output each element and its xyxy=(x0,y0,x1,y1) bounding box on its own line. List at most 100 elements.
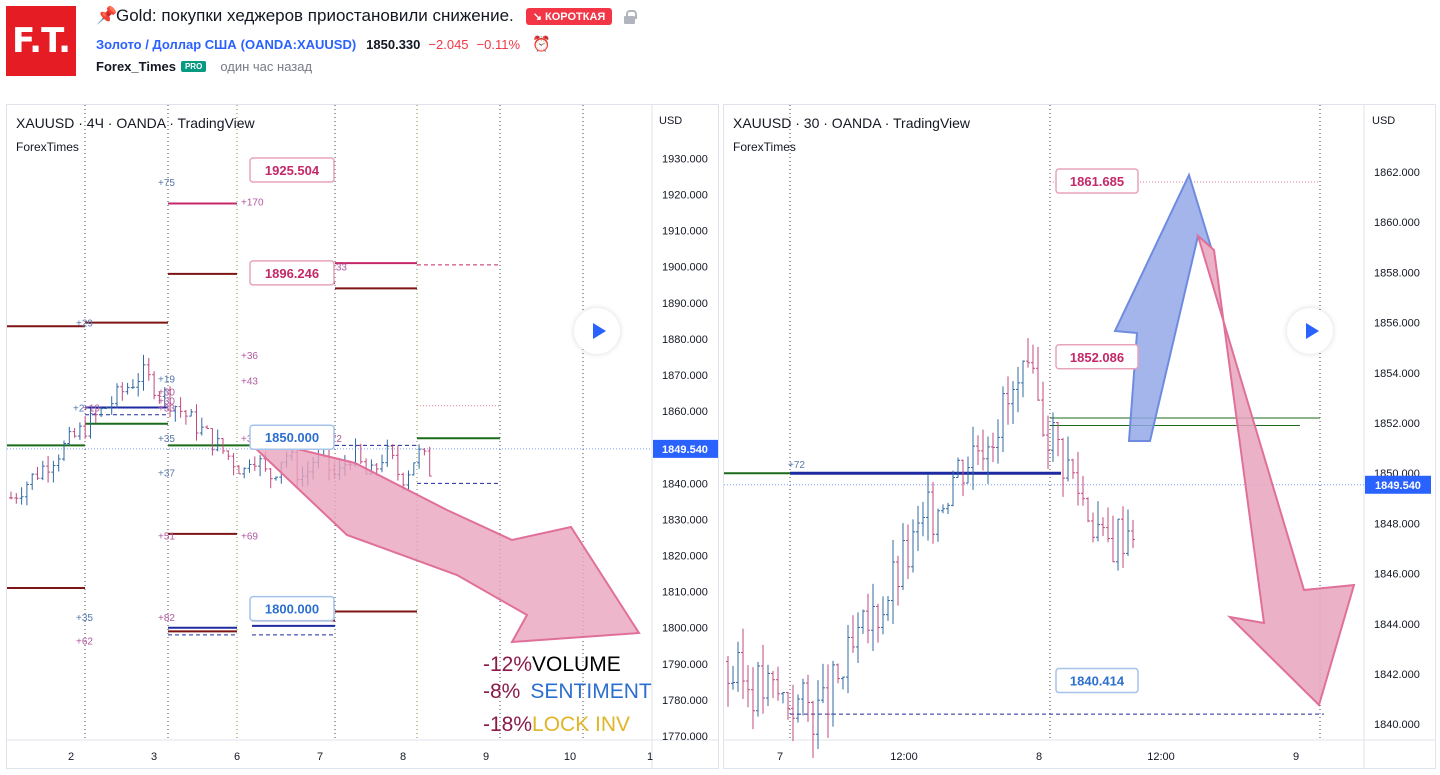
currency-label: USD xyxy=(659,115,682,127)
price-callout-label: 1850.000 xyxy=(265,430,319,445)
level-label: +19 xyxy=(83,404,100,415)
price-tick-label: 1900.000 xyxy=(662,262,708,274)
annotation-sentiment-word: SENTIMENT xyxy=(530,680,652,703)
date-tick-label: 6 xyxy=(234,751,240,763)
price-tick-label: 1848.000 xyxy=(1374,518,1420,530)
up-arrow-drawing xyxy=(1113,172,1213,442)
last-price-label: 1849.540 xyxy=(1375,480,1421,492)
date-tick-label: 9 xyxy=(483,751,489,763)
price-tick-label: 1858.000 xyxy=(1374,267,1420,279)
price-callout-box xyxy=(249,157,335,183)
price-tick-label: 1844.000 xyxy=(1374,619,1420,631)
price-tick-label: 1880.000 xyxy=(662,334,708,346)
level-label: +75 xyxy=(158,178,175,189)
level-label: +35 xyxy=(76,613,93,624)
symbol-name-link[interactable]: Золото / Доллар США xyxy=(96,36,237,52)
date-tick-label: 7 xyxy=(317,751,323,763)
chart-30m-play-button[interactable] xyxy=(1287,308,1333,354)
chart-4h[interactable]: USD 1930.000 1920.000 1910.000 1900.000 1890.… xyxy=(6,104,719,769)
level-label: +37 xyxy=(158,468,175,479)
chart-30m-canvas[interactable]: USD 1862.000 1860.000 1858.000 1856.000 1854.… xyxy=(724,105,1436,769)
chart-30m-title: XAUUSD · 30 · OANDA · TradingView xyxy=(733,115,971,131)
price-callout-label: 1852.086 xyxy=(1070,350,1124,365)
author-name[interactable]: Forex_Times xyxy=(96,59,176,74)
pushpin-icon: 📌 xyxy=(96,6,118,25)
symbol-change: −2.045 xyxy=(428,36,469,52)
pro-badge: PRO xyxy=(180,61,207,72)
chart-4h-play-button[interactable] xyxy=(574,308,620,354)
annotation-lock-inv: -18%LOCK INV xyxy=(483,713,630,737)
down-arrow-drawing xyxy=(1196,232,1356,707)
level-label: +33 xyxy=(158,404,175,415)
price-callout-box xyxy=(1055,344,1139,370)
annotation-sentiment-pct: -8% xyxy=(483,680,521,703)
price-callout-box xyxy=(249,424,335,450)
annotation-lock-inv-word: LOCK INV xyxy=(532,713,631,736)
price-tick-label: 1840.000 xyxy=(662,478,708,490)
price-tick-label: 1870.000 xyxy=(662,370,708,382)
price-callout-label: 1800.000 xyxy=(265,602,319,617)
symbol-change-percent: −0.11% xyxy=(476,36,521,52)
annotation-sentiment: -8% SENTIMENT xyxy=(483,680,652,704)
price-callout-label: 1896.246 xyxy=(265,266,319,281)
price-tick-label: 1920.000 xyxy=(662,190,708,202)
price-callout-label: 1861.685 xyxy=(1070,174,1124,189)
last-price-badge xyxy=(1365,475,1431,494)
date-tick-label: 7 xyxy=(777,751,783,763)
price-tick-label: 1842.000 xyxy=(1374,669,1420,681)
date-tick-label: 1 xyxy=(647,751,653,763)
price-callout-box xyxy=(1055,667,1139,694)
level-label: +82 xyxy=(158,613,175,624)
last-price-label: 1849.540 xyxy=(662,444,708,456)
symbol-ticker-link[interactable]: (OANDA:XAUUSD) xyxy=(240,36,357,52)
level-label: +2 xyxy=(73,404,85,415)
price-tick-label: 1820.000 xyxy=(662,551,708,563)
symbol-price: 1850.330 xyxy=(366,36,421,52)
date-tick-label: 2 xyxy=(68,751,74,763)
chart-30m[interactable]: USD 1862.000 1860.000 1858.000 1856.000 1854.… xyxy=(723,104,1436,769)
alarm-clock-icon[interactable]: ⏰ xyxy=(532,36,551,53)
chart-30m-subtitle: ForexTimes xyxy=(733,140,796,154)
price-tick-label: 1840.000 xyxy=(1374,719,1420,731)
level-label: +36 xyxy=(241,351,258,362)
price-tick-label: 1856.000 xyxy=(1374,318,1420,330)
symbol-info: Золото / Доллар США (OANDA:XAUUSD) 1850.… xyxy=(96,35,551,53)
level-label: +69 xyxy=(241,532,258,543)
level-label: +51 xyxy=(158,532,175,543)
level-label: +43 xyxy=(241,376,258,387)
level-label: +33 xyxy=(330,263,347,274)
chart-4h-title: XAUUSD · 4Ч · OANDA · TradingView xyxy=(16,115,255,131)
price-tick-label: 1930.000 xyxy=(662,153,708,165)
date-tick-label: 8 xyxy=(400,751,406,763)
level-label: +29 xyxy=(76,319,93,330)
annotation-volume-pct: -12% xyxy=(483,653,533,676)
level-label: +62 xyxy=(76,636,93,647)
level-label: +30 xyxy=(158,387,175,398)
level-label: +170 xyxy=(241,198,264,209)
chart-4h-canvas[interactable]: USD 1930.000 1920.000 1910.000 1900.000 1890.… xyxy=(7,105,719,769)
forextimes-logo[interactable]: F.T. xyxy=(6,6,76,76)
price-callout-label: 1925.504 xyxy=(265,163,320,178)
level-label: +35 xyxy=(158,434,175,445)
price-tick-label: 1800.000 xyxy=(662,623,708,635)
date-tick-label: 12:00 xyxy=(890,751,918,763)
author-line: Forex_Times PRO один час назад xyxy=(96,59,312,74)
price-tick-label: 1852.000 xyxy=(1374,418,1420,430)
last-price-badge xyxy=(653,439,718,458)
lock-icon xyxy=(624,9,638,24)
price-callout-label: 1840.414 xyxy=(1070,674,1125,689)
price-tick-label: 1890.000 xyxy=(662,298,708,310)
date-tick-label: 9 xyxy=(1293,751,1299,763)
price-tick-label: 1846.000 xyxy=(1374,569,1420,581)
date-tick-label: 3 xyxy=(151,751,157,763)
price-tick-label: 1810.000 xyxy=(662,587,708,599)
price-tick-label: 1780.000 xyxy=(662,695,708,707)
level-label: +30 xyxy=(158,396,175,407)
date-tick-label: 10 xyxy=(564,751,576,763)
price-tick-label: 1790.000 xyxy=(662,659,708,671)
price-callout-box xyxy=(1055,168,1139,194)
price-tick-label: 1860.000 xyxy=(1374,217,1420,229)
annotation-lock-inv-pct: -18% xyxy=(483,713,533,736)
idea-title-text: Gold: покупки хеджеров приостановили сни… xyxy=(116,6,514,25)
level-label: +19 xyxy=(158,375,175,386)
